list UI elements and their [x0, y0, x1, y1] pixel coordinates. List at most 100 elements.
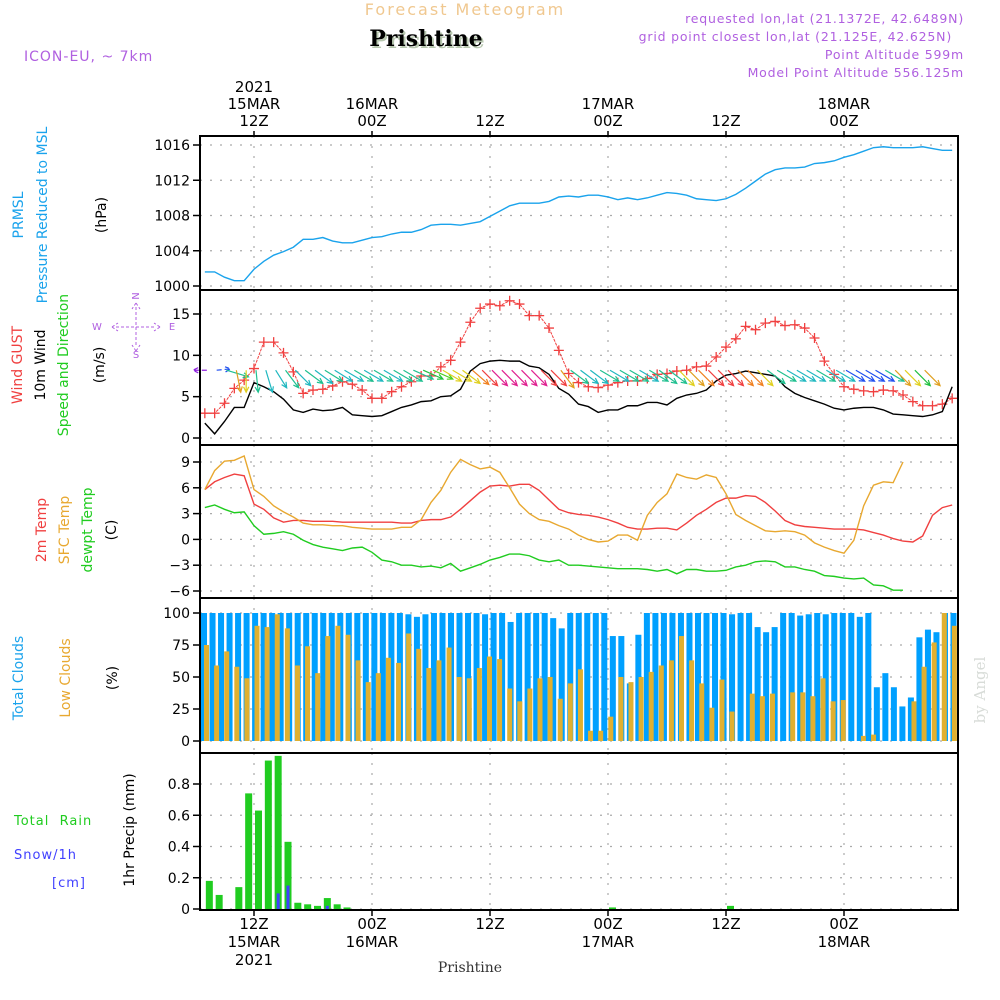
total-cloud-bar — [524, 613, 531, 741]
gust-marker — [524, 310, 535, 321]
gust-marker — [730, 333, 741, 344]
wind-direction-arrow — [727, 369, 745, 387]
panel-wind: 0 5 10 15 — [172, 289, 959, 447]
gust-marker — [898, 390, 908, 401]
low-cloud-bar — [628, 682, 634, 741]
wind-direction-arrow — [511, 369, 529, 387]
wind-direction-arrow — [442, 369, 463, 382]
y-tick-label: 100 — [163, 606, 190, 622]
panel-precip: 0 0.2 0.4 0.6 0.8 — [168, 752, 959, 918]
low-cloud-bar — [668, 660, 674, 741]
rain-bar — [235, 887, 243, 909]
total-cloud-bar — [277, 613, 284, 741]
wind-direction-arrow — [629, 369, 650, 382]
wind-direction-arrow — [776, 369, 798, 382]
wind-direction-arrow — [904, 369, 922, 387]
series-group-temperature — [204, 455, 953, 591]
series-sfc-temp — [204, 455, 904, 554]
total-cloud-bar — [388, 613, 395, 741]
total-cloud-bar — [848, 613, 855, 741]
total-cloud-bar — [209, 613, 216, 741]
low-cloud-bar — [466, 678, 472, 741]
low-cloud-bar — [709, 707, 715, 741]
compass-s: S — [133, 350, 139, 361]
y-tick-label: 0 — [181, 734, 190, 750]
snow-unit-label: [cm] — [52, 876, 86, 891]
wind-direction-arrow — [521, 369, 538, 387]
wind-direction-arrow — [432, 369, 455, 380]
low-cloud-bar — [769, 693, 775, 741]
total-cloud-bar — [584, 613, 591, 741]
total-cloud-bar — [379, 613, 386, 741]
total-cloud-bar — [430, 613, 437, 741]
wind-direction-arrow — [806, 369, 827, 382]
total-cloud-bar — [311, 613, 318, 741]
series-group-wind — [191, 295, 958, 435]
low-cloud-bar — [224, 651, 230, 741]
y-tick-label: 0 — [181, 431, 190, 447]
rain-bar — [215, 894, 223, 909]
gust-marker — [711, 351, 722, 362]
gust-marker — [701, 361, 712, 372]
panel-temperature: −6 −3 0 3 6 9 — [169, 444, 959, 600]
wind-direction-arrow — [304, 369, 324, 385]
wind-direction-arrow — [599, 369, 621, 382]
total-cloud-bar — [771, 627, 778, 741]
total-cloud-bar — [541, 613, 548, 741]
total-cloud-bar — [516, 613, 523, 741]
gust-marker — [504, 295, 515, 306]
low-cloud-bar — [749, 693, 755, 741]
wind-direction-arrow — [403, 369, 424, 382]
gust-marker — [298, 388, 309, 399]
series-prmsl — [204, 146, 953, 282]
low-cloud-bar — [759, 696, 765, 741]
gust-marker — [603, 380, 613, 391]
y-tick-label: 0 — [181, 532, 190, 548]
gust-marker — [534, 310, 545, 321]
rain-bar — [274, 755, 282, 909]
panel-clouds: 0 25 50 75 100 — [163, 597, 959, 754]
gust-marker — [485, 299, 495, 310]
low-cloud-bar — [254, 625, 260, 741]
gust-marker — [917, 400, 928, 411]
wind-direction-arrow — [816, 369, 837, 382]
low-cloud-bar — [931, 642, 937, 741]
y-tick-label: 10 — [172, 348, 190, 364]
point-altitude: Point Altitude 599m — [825, 47, 964, 62]
wind-gust-label: Wind GUST — [10, 325, 26, 404]
wind-direction-arrow — [609, 369, 630, 382]
y-tick-label: 0.4 — [168, 840, 190, 856]
total-cloud-bar — [328, 613, 335, 741]
wind-direction-arrow — [560, 369, 575, 389]
y-tick-label: 1012 — [154, 173, 190, 189]
low-cloud-bar — [577, 669, 583, 741]
rain-bar — [333, 904, 341, 909]
y-tick-label: 1004 — [154, 244, 190, 260]
total-cloud-bar — [814, 613, 821, 741]
y-tick-label: 0.8 — [168, 777, 190, 793]
total-cloud-bar — [320, 613, 327, 741]
wind-direction-arrow — [924, 369, 942, 387]
gust-marker — [681, 365, 692, 376]
total-cloud-bar — [592, 613, 599, 741]
y-tick-label: 25 — [172, 702, 190, 718]
gust-marker — [494, 300, 505, 311]
y-tick-label: 9 — [181, 455, 190, 471]
total-clouds-label: Total Clouds — [11, 636, 27, 721]
rain-bar — [264, 760, 272, 909]
rain-bar — [314, 905, 321, 909]
top-axis-day: 16MAR — [346, 95, 399, 113]
wind-direction-arrow — [865, 369, 886, 382]
gust-marker — [406, 376, 417, 387]
total-cloud-bar — [754, 627, 761, 741]
gust-marker — [278, 347, 289, 358]
wind-direction-arrow — [855, 369, 876, 382]
bottom-axis-hour: 12Z — [239, 915, 268, 933]
gust-marker — [819, 356, 830, 367]
wind-direction-arrow — [698, 369, 715, 387]
total-cloud-bar — [362, 613, 369, 741]
pressure-label-1: PRMSL — [11, 191, 27, 238]
total-cloud-bar — [907, 697, 914, 741]
low-cloud-bar — [325, 636, 331, 741]
low-cloud-bar — [800, 692, 806, 741]
